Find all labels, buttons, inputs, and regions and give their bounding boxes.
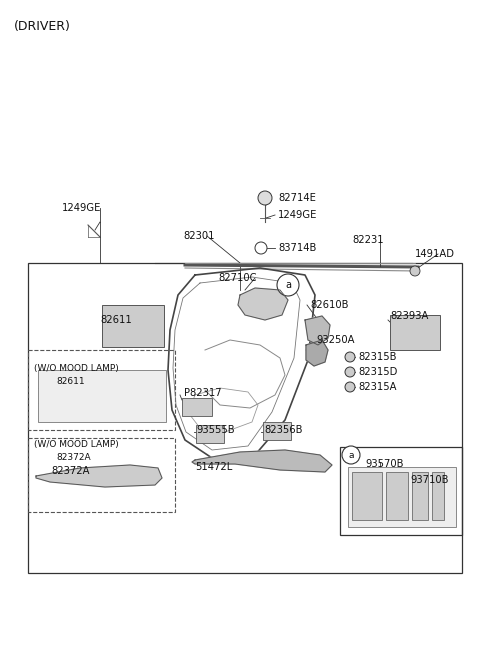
Text: 82714E: 82714E: [278, 193, 316, 203]
Bar: [340, 447, 462, 535]
Text: 51472L: 51472L: [195, 462, 232, 472]
Text: P82317: P82317: [184, 388, 222, 398]
Bar: [102, 305, 164, 347]
Bar: [38, 370, 166, 422]
Text: 93710B: 93710B: [410, 475, 448, 485]
Bar: [28, 263, 462, 573]
Bar: [352, 472, 382, 520]
Text: 1491AD: 1491AD: [415, 249, 455, 259]
Text: (DRIVER): (DRIVER): [14, 20, 71, 33]
Text: 82301: 82301: [183, 231, 215, 241]
Text: 82315B: 82315B: [358, 352, 396, 362]
Circle shape: [258, 191, 272, 205]
Text: (W/O MOOD LAMP): (W/O MOOD LAMP): [34, 440, 119, 449]
Polygon shape: [306, 340, 328, 366]
Bar: [386, 472, 408, 520]
Bar: [28, 438, 175, 512]
Text: 82393A: 82393A: [390, 311, 428, 321]
Circle shape: [277, 274, 299, 296]
Text: (W/O MOOD LAMP): (W/O MOOD LAMP): [34, 363, 119, 373]
Text: 82356B: 82356B: [264, 425, 302, 435]
Text: a: a: [348, 451, 354, 459]
Text: 1249GE: 1249GE: [62, 203, 101, 213]
Circle shape: [345, 352, 355, 362]
Polygon shape: [238, 288, 288, 320]
Text: 82372A: 82372A: [51, 466, 89, 476]
Polygon shape: [36, 465, 162, 487]
Text: 82610B: 82610B: [310, 300, 348, 310]
Text: 83714B: 83714B: [278, 243, 316, 253]
Text: 1249GE: 1249GE: [278, 210, 317, 220]
Circle shape: [345, 382, 355, 392]
Circle shape: [255, 242, 267, 254]
Text: 82231: 82231: [352, 235, 384, 245]
Text: 93555B: 93555B: [196, 425, 235, 435]
Bar: [412, 472, 428, 520]
Circle shape: [342, 446, 360, 464]
Bar: [28, 350, 175, 430]
Text: 82710C: 82710C: [218, 273, 256, 283]
Polygon shape: [192, 450, 332, 472]
Circle shape: [410, 266, 420, 276]
Text: 82611: 82611: [100, 315, 132, 325]
Text: a: a: [285, 280, 291, 290]
Bar: [196, 425, 224, 443]
Text: 93570B: 93570B: [365, 459, 404, 469]
Polygon shape: [305, 316, 330, 345]
Bar: [263, 422, 291, 440]
Circle shape: [345, 367, 355, 377]
Bar: [182, 398, 212, 416]
Text: 82315A: 82315A: [358, 382, 396, 392]
Text: 82372A: 82372A: [56, 453, 91, 462]
Bar: [390, 315, 440, 350]
Bar: [348, 467, 456, 527]
Text: 93250A: 93250A: [316, 335, 355, 345]
Text: 82315D: 82315D: [358, 367, 397, 377]
Text: 82611: 82611: [56, 377, 84, 386]
Bar: [432, 472, 444, 520]
